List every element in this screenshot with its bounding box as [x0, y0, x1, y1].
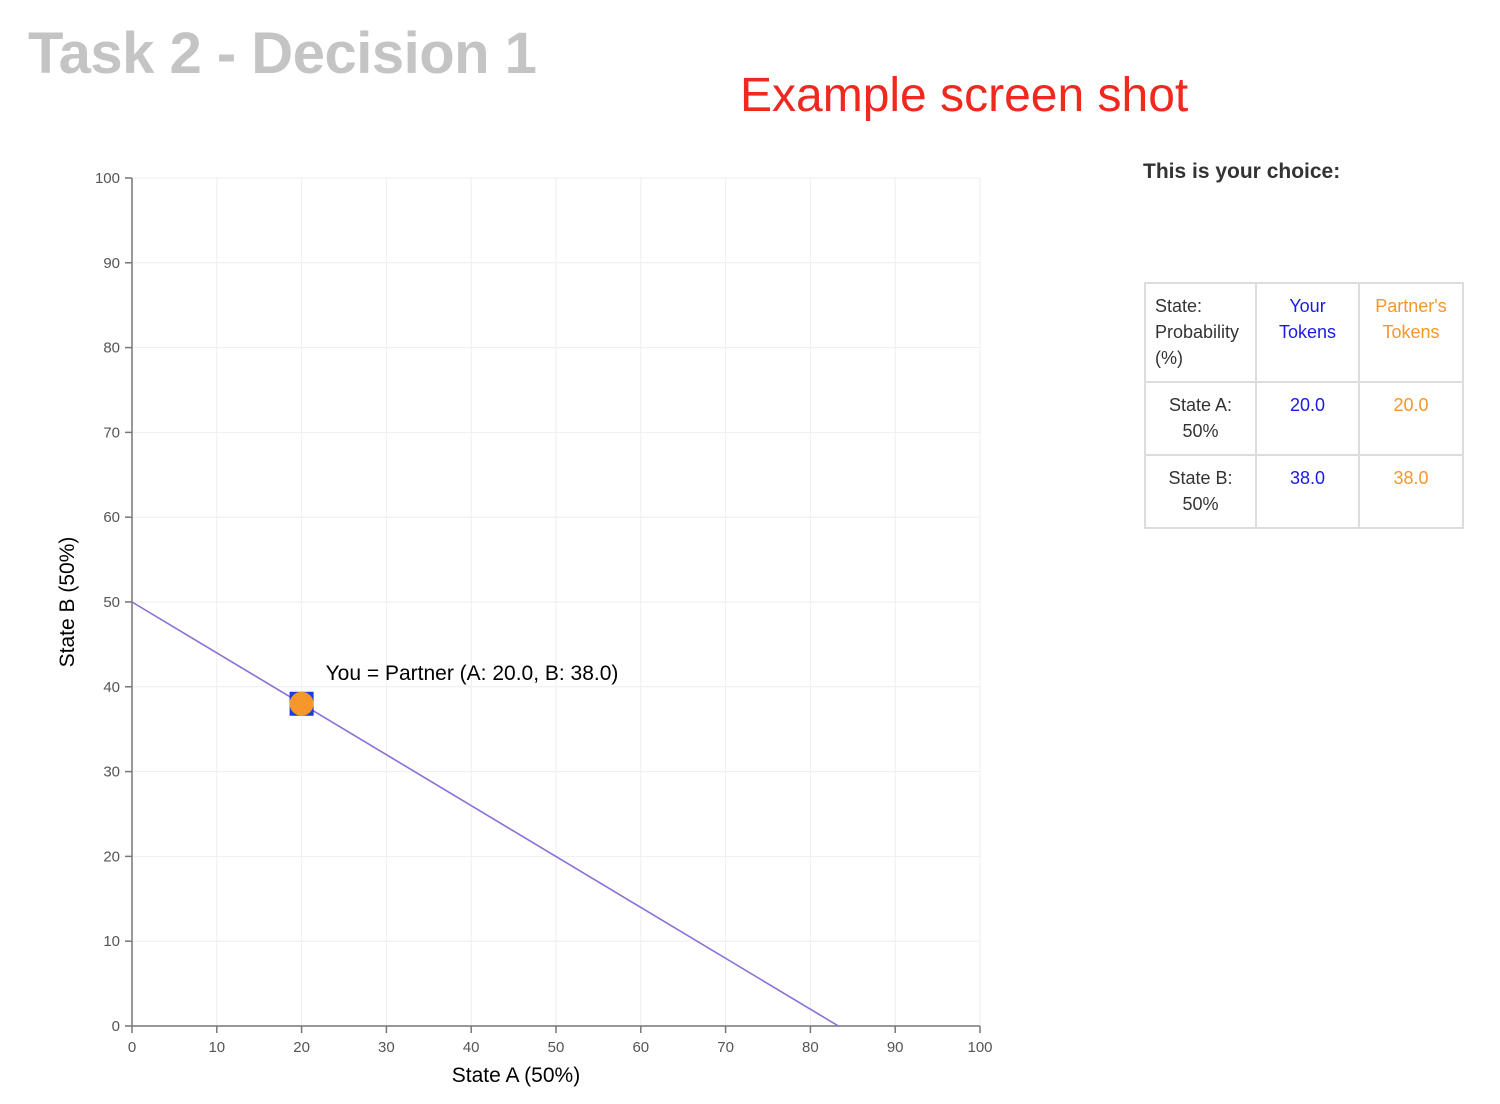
- row-state-b-your-tokens: 38.0: [1255, 454, 1360, 529]
- y-tick-label: 50: [103, 594, 120, 611]
- header-partner-tokens: Partner's Tokens: [1358, 282, 1464, 383]
- table-row: State A: 50% 20.0 20.0: [1144, 381, 1464, 456]
- y-tick-label: 70: [103, 424, 120, 441]
- partner-choice-marker[interactable]: [289, 691, 314, 716]
- x-tick-label: 30: [378, 1039, 395, 1056]
- x-tick-label: 80: [802, 1039, 819, 1056]
- x-tick-label: 100: [967, 1039, 992, 1056]
- row-state-b-partner-tokens: 38.0: [1358, 454, 1464, 529]
- row-state-a-label: State A: 50%: [1144, 381, 1257, 456]
- budget-line[interactable]: [131, 601, 839, 1027]
- y-axis-label: State B (50%): [56, 537, 79, 668]
- page-title: Task 2 - Decision 1: [28, 21, 537, 86]
- choice-heading: This is your choice:: [1143, 160, 1341, 183]
- header-state-probability: State: Probability (%): [1144, 282, 1257, 383]
- y-tick-label: 40: [103, 679, 120, 696]
- x-tick-label: 70: [717, 1039, 734, 1056]
- x-tick-label: 50: [548, 1039, 565, 1056]
- header-your-tokens: Your Tokens: [1255, 282, 1360, 383]
- y-tick-label: 10: [103, 933, 120, 950]
- x-axis-label: State A (50%): [452, 1064, 580, 1087]
- chart-ticks: 0 10 20 30 40 50 60 70 80 90 100 0 10 20 30 40 50 60 70 80 9…: [95, 170, 993, 1056]
- y-tick-label: 100: [95, 170, 120, 187]
- table-header-row: State: Probability (%) Your Tokens Partn…: [1144, 282, 1464, 383]
- y-tick-label: 20: [103, 848, 120, 865]
- y-tick-label: 80: [103, 340, 120, 357]
- x-tick-label: 20: [293, 1039, 310, 1056]
- x-tick-label: 60: [632, 1039, 649, 1056]
- row-state-a-your-tokens: 20.0: [1255, 381, 1360, 456]
- y-tick-label: 0: [112, 1018, 120, 1035]
- row-state-a-partner-tokens: 20.0: [1358, 381, 1464, 456]
- x-tick-label: 40: [463, 1039, 480, 1056]
- example-screenshot-label: Example screen shot: [740, 69, 1189, 122]
- row-state-b-label: State B: 50%: [1144, 454, 1257, 529]
- x-tick-label: 10: [208, 1039, 225, 1056]
- choice-table: State: Probability (%) Your Tokens Partn…: [1144, 282, 1464, 529]
- x-tick-label: 90: [887, 1039, 904, 1056]
- y-tick-label: 60: [103, 509, 120, 526]
- table-row: State B: 50% 38.0 38.0: [1144, 454, 1464, 529]
- choice-panel: This is your choice:: [1143, 160, 1473, 184]
- selected-point-label: You = Partner (A: 20.0, B: 38.0): [326, 662, 619, 685]
- y-tick-label: 90: [103, 255, 120, 272]
- y-tick-label: 30: [103, 764, 120, 781]
- chart-grid: [132, 177, 981, 1026]
- x-tick-label: 0: [128, 1039, 136, 1056]
- budget-chart[interactable]: 0 10 20 30 40 50 60 70 80 90 100 0 10 20 30 40 50 60 70 80 9…: [0, 0, 1100, 1104]
